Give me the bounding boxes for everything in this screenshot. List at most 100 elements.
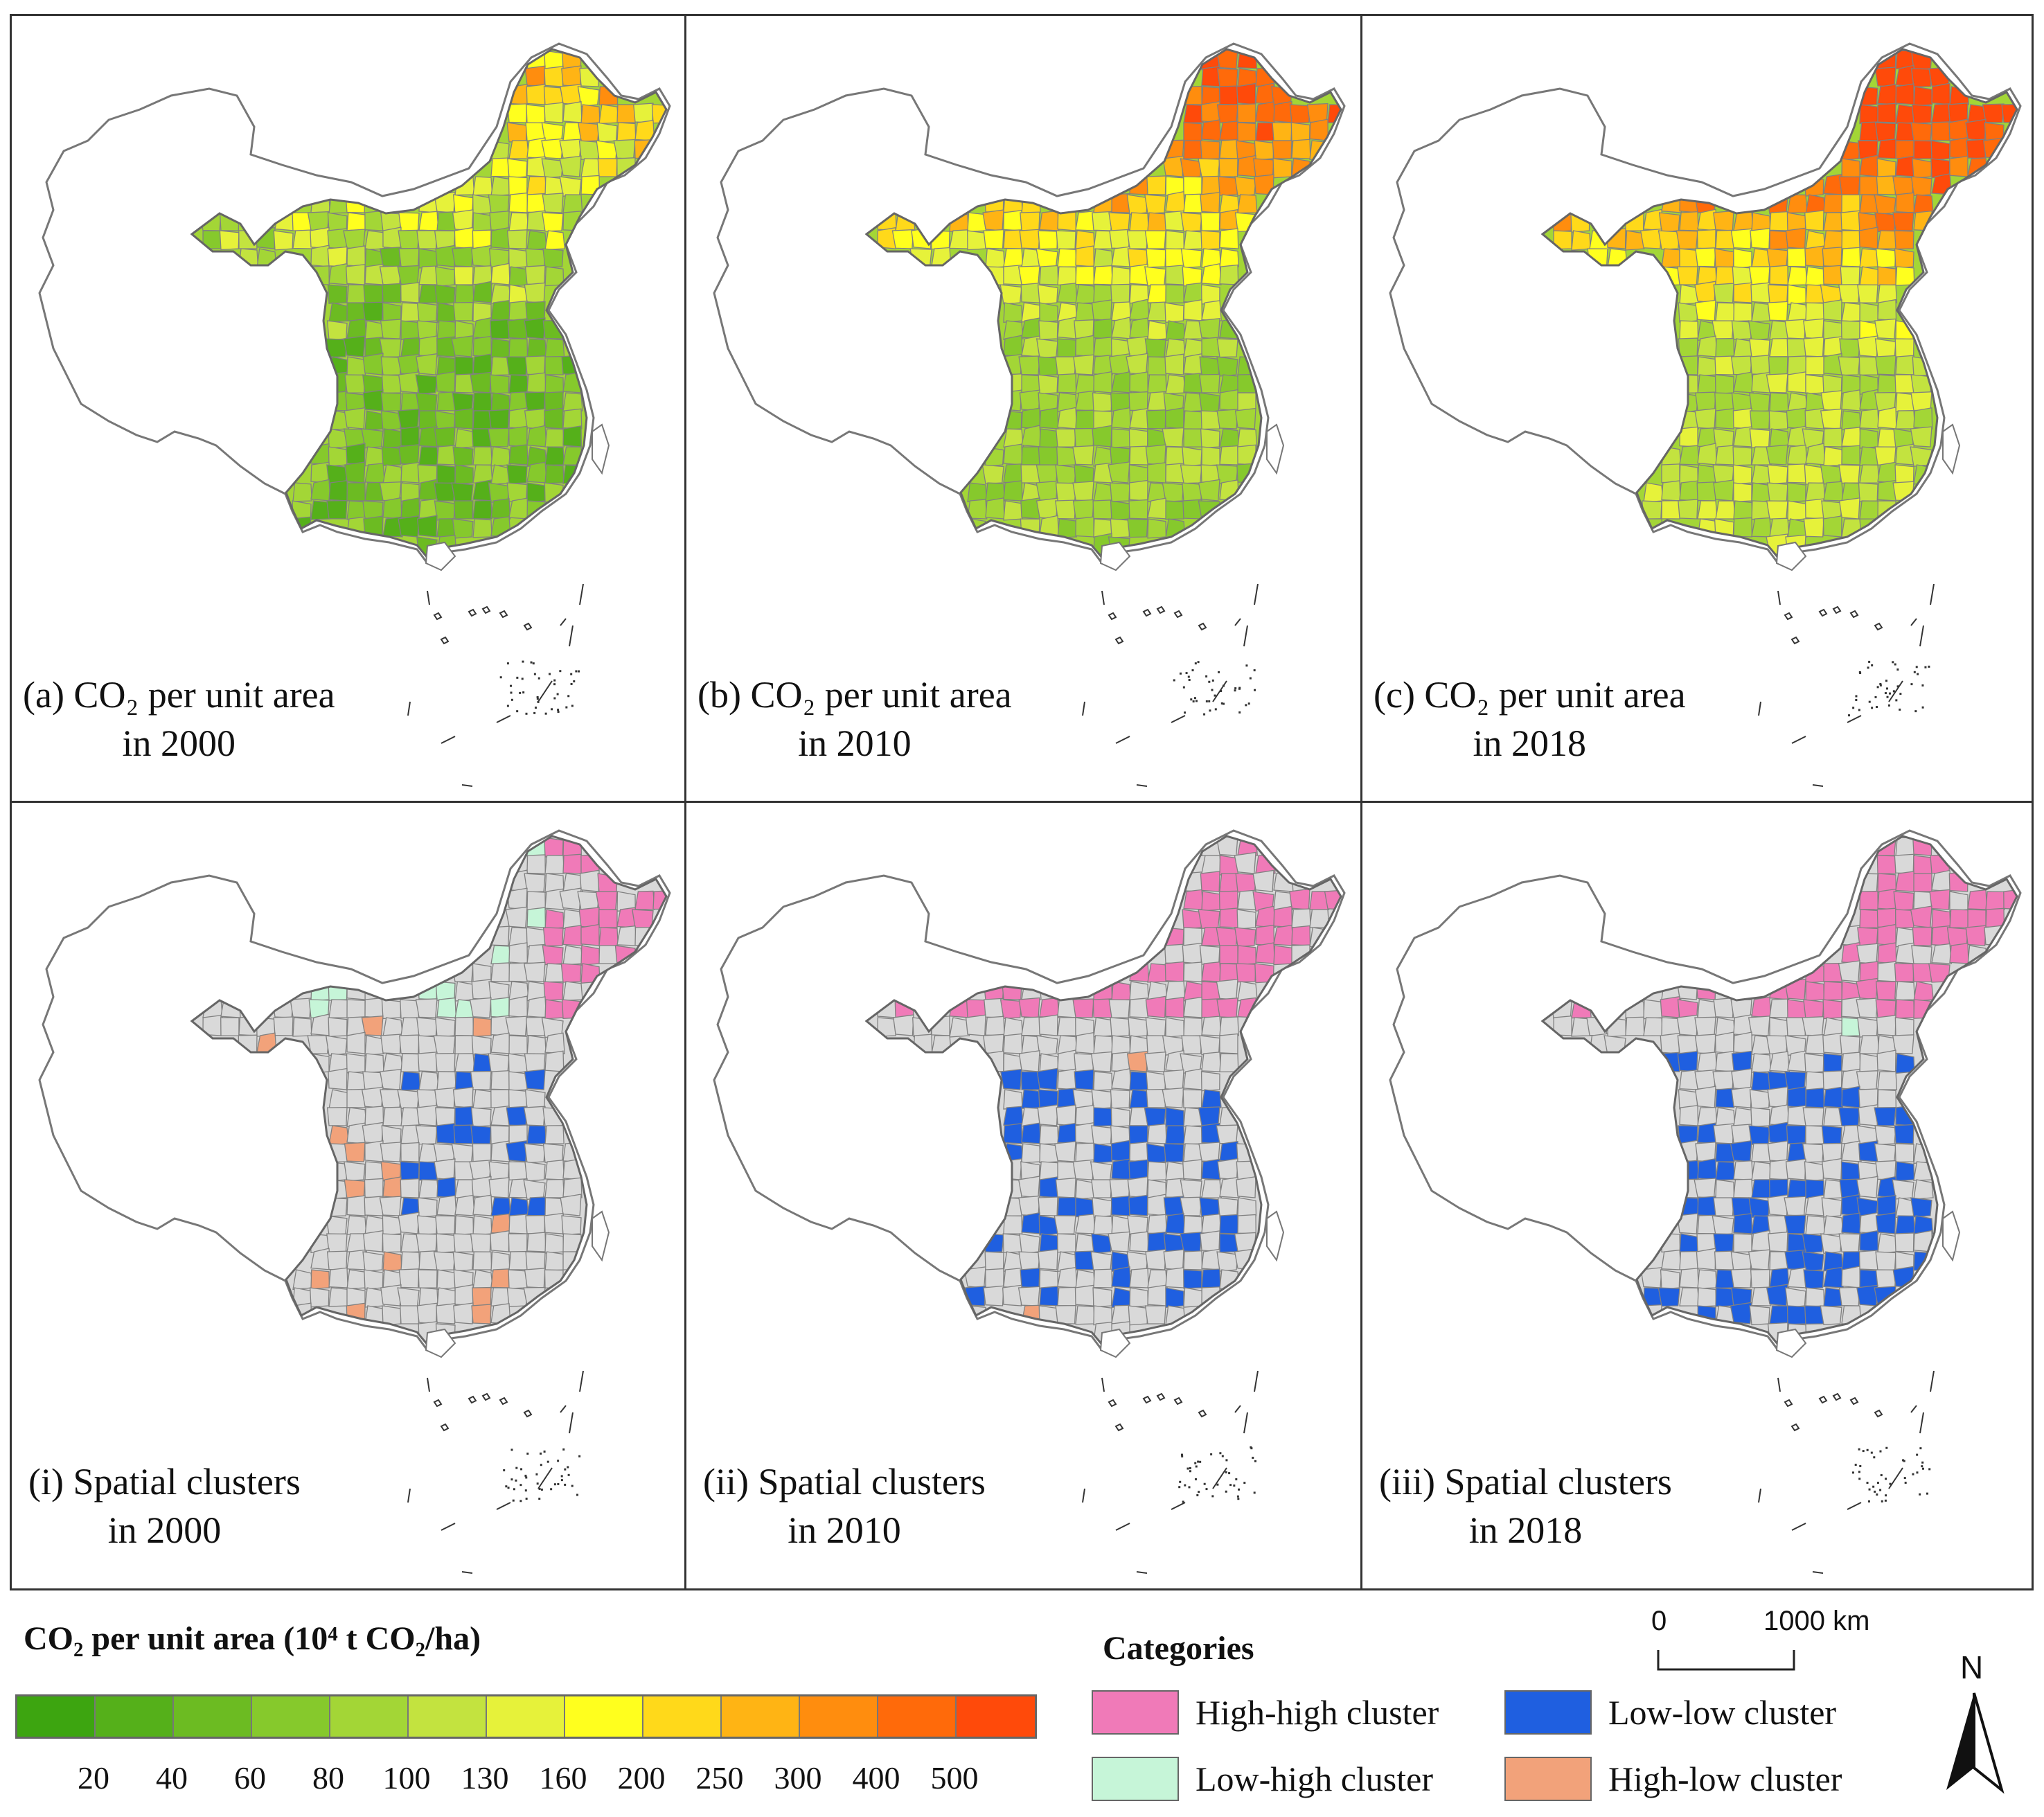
island-outline bbox=[499, 1397, 508, 1406]
prefecture bbox=[1769, 265, 1788, 285]
prefecture bbox=[1198, 392, 1220, 413]
prefecture bbox=[1217, 1197, 1238, 1218]
intensity-legend-title: CO₂ per unit area (10⁴ t CO₂/ha) bbox=[24, 1620, 481, 1657]
prefecture bbox=[526, 137, 547, 159]
prefecture bbox=[1949, 891, 1969, 912]
prefecture bbox=[1877, 407, 1897, 429]
prefecture bbox=[1201, 961, 1222, 982]
prefecture bbox=[508, 425, 528, 447]
prefecture bbox=[1039, 428, 1059, 449]
prefecture bbox=[1805, 1125, 1824, 1145]
prefecture bbox=[1821, 1197, 1842, 1218]
prefecture bbox=[508, 444, 528, 466]
maritime-boundary bbox=[569, 1412, 574, 1434]
maritime-boundary bbox=[1847, 1502, 1862, 1510]
prefecture bbox=[1165, 980, 1186, 1000]
prefecture bbox=[328, 1287, 349, 1307]
prefecture bbox=[453, 500, 474, 520]
prefecture bbox=[1110, 1017, 1130, 1037]
prefecture bbox=[490, 1251, 510, 1272]
prefecture bbox=[1128, 479, 1148, 502]
prefecture bbox=[1057, 1196, 1077, 1216]
prefecture bbox=[1200, 1071, 1220, 1092]
prefecture bbox=[1823, 1266, 1844, 1288]
prefecture bbox=[325, 1035, 348, 1056]
prefecture bbox=[1291, 139, 1311, 159]
prefecture bbox=[454, 1179, 475, 1198]
prefecture bbox=[470, 1233, 492, 1253]
prefecture bbox=[1694, 1085, 1716, 1108]
prefecture bbox=[453, 1233, 474, 1253]
prefecture bbox=[435, 1215, 456, 1234]
prefecture bbox=[1769, 1305, 1790, 1324]
prefecture bbox=[1949, 136, 1969, 159]
prefecture bbox=[1236, 963, 1256, 983]
prefecture bbox=[1072, 481, 1094, 502]
prefecture bbox=[363, 1230, 384, 1252]
map-panel-a: (a) CO₂ per unit area in 2000 bbox=[12, 16, 673, 799]
hainan-outline bbox=[1099, 541, 1131, 571]
prefecture bbox=[1750, 282, 1770, 303]
prefecture bbox=[1769, 1267, 1790, 1288]
prefecture bbox=[1129, 371, 1148, 393]
prefecture bbox=[1949, 155, 1969, 177]
prefecture bbox=[1769, 392, 1789, 412]
panel-caption: (i) Spatial clusters in 2000 bbox=[28, 1457, 301, 1554]
prefecture bbox=[1201, 1158, 1221, 1180]
prefecture bbox=[1237, 103, 1256, 123]
island-outline bbox=[440, 1423, 450, 1432]
prefecture bbox=[328, 1267, 348, 1288]
island-outline bbox=[433, 612, 443, 621]
prefecture bbox=[1677, 1035, 1698, 1054]
prefecture bbox=[1039, 302, 1058, 323]
prefecture bbox=[1821, 1125, 1842, 1146]
prefecture bbox=[1255, 924, 1275, 946]
prefecture bbox=[1127, 518, 1148, 538]
prefecture bbox=[1126, 230, 1148, 249]
prefecture bbox=[418, 410, 438, 429]
prefecture bbox=[967, 482, 988, 503]
prefecture bbox=[544, 1032, 565, 1054]
hainan-outline bbox=[1775, 1328, 1807, 1358]
intensity-color-ramp bbox=[15, 1694, 1037, 1739]
china-map bbox=[713, 42, 1346, 787]
prefecture bbox=[1055, 356, 1076, 375]
prefecture bbox=[1236, 1176, 1256, 1198]
prefecture bbox=[1643, 1017, 1664, 1036]
maritime-boundary bbox=[1758, 1488, 1761, 1503]
prefecture bbox=[562, 981, 583, 1002]
prefecture bbox=[1713, 1197, 1734, 1216]
prefecture bbox=[1165, 500, 1184, 520]
prefecture bbox=[1075, 335, 1094, 357]
ramp-tick-label: 200 bbox=[617, 1760, 666, 1796]
prefecture bbox=[1111, 1266, 1132, 1288]
prefecture bbox=[1180, 1196, 1202, 1216]
prefecture bbox=[1021, 1122, 1041, 1144]
panel-caption: (ii) Spatial clusters in 2010 bbox=[703, 1457, 986, 1554]
prefecture bbox=[454, 1035, 474, 1054]
prefecture bbox=[1075, 1104, 1095, 1126]
prefecture bbox=[1128, 499, 1148, 520]
prefecture bbox=[1074, 1250, 1094, 1270]
prefecture bbox=[598, 104, 619, 125]
prefecture bbox=[1219, 963, 1239, 982]
prefecture bbox=[1767, 1140, 1788, 1162]
prefecture bbox=[508, 1089, 528, 1109]
prefecture bbox=[1036, 338, 1058, 359]
prefecture bbox=[1965, 925, 1987, 946]
prefecture bbox=[418, 335, 438, 357]
prefecture bbox=[1768, 1122, 1788, 1144]
prefecture bbox=[1769, 998, 1790, 1018]
prefecture bbox=[472, 1194, 493, 1216]
prefecture bbox=[1769, 230, 1788, 250]
prefecture bbox=[1839, 1035, 1860, 1055]
ramp-class-8 bbox=[643, 1696, 722, 1737]
prefecture bbox=[346, 245, 366, 267]
prefecture bbox=[1895, 837, 1915, 857]
ramp-class-10 bbox=[800, 1696, 878, 1737]
category-item: High-high cluster bbox=[1092, 1690, 1439, 1735]
prefecture bbox=[1309, 891, 1330, 910]
prefecture bbox=[364, 1269, 384, 1290]
prefecture bbox=[436, 997, 457, 1018]
prefecture bbox=[1768, 1231, 1788, 1252]
